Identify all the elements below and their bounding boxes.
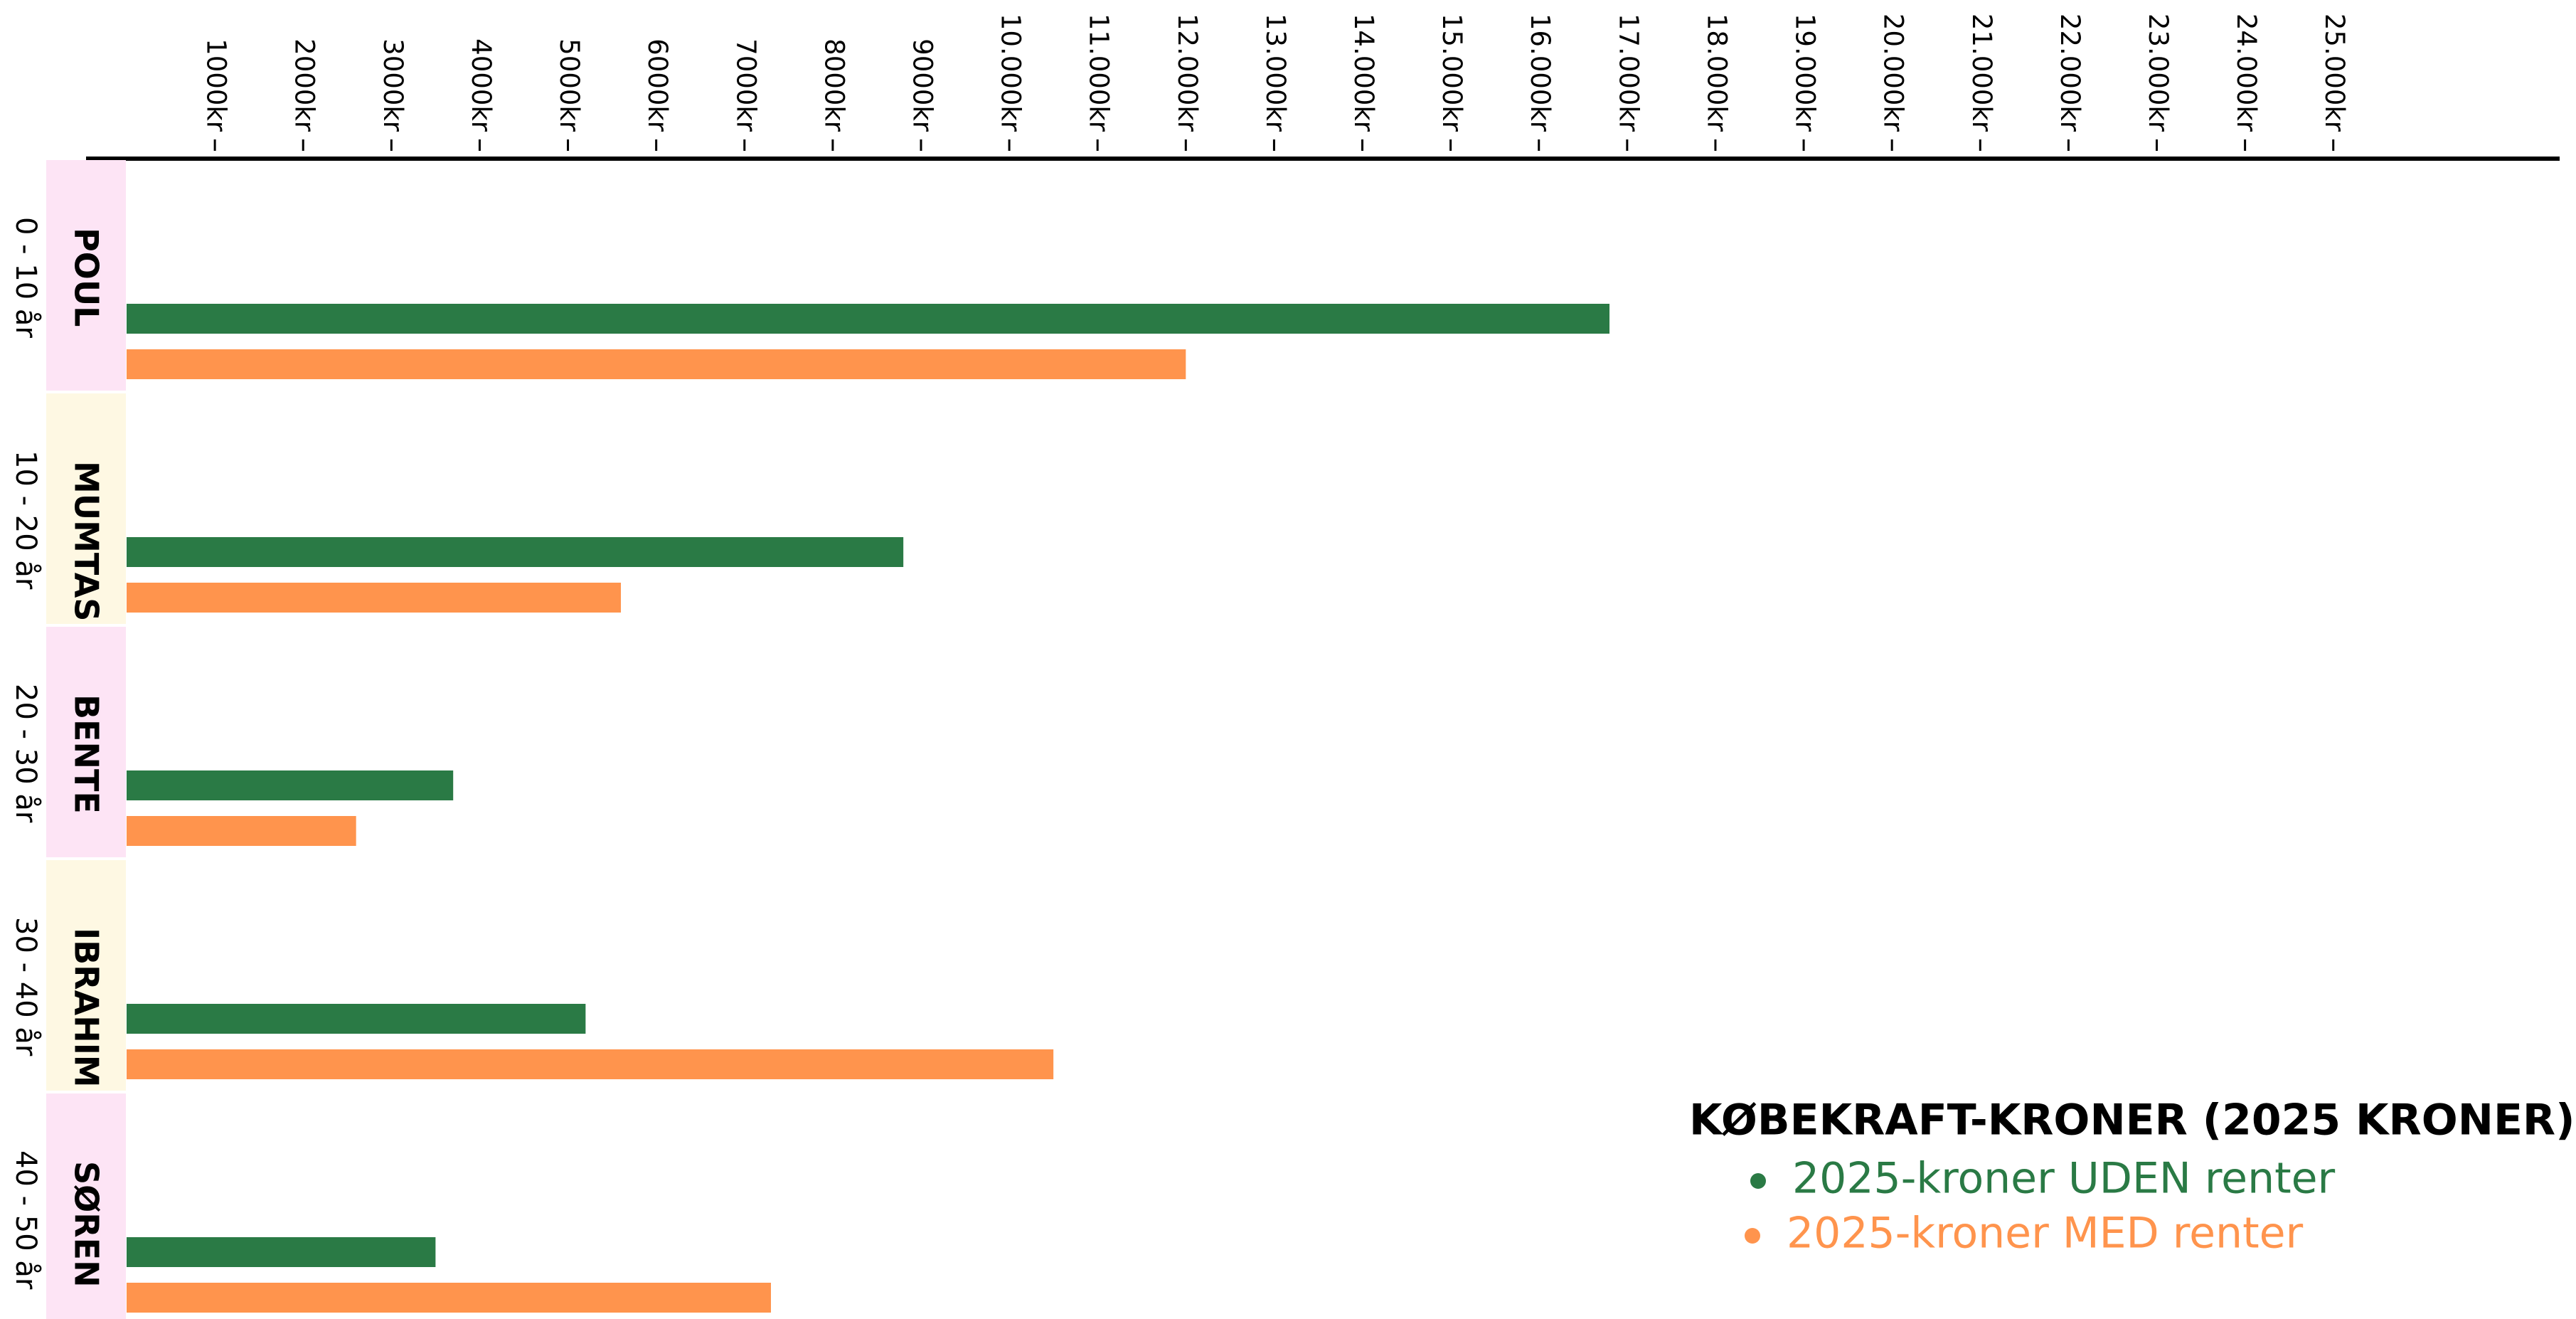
x-tick-label: 14.000kr [1348, 14, 1379, 132]
category-band [46, 860, 126, 1091]
category-sublabel: 10 - 20 år [9, 450, 42, 590]
x-tick-label: 17.000kr [1613, 14, 1644, 132]
x-tick-label: 18.000kr [1701, 14, 1732, 132]
x-tick-label: 7000kr [730, 38, 761, 132]
x-tick-label: 8000kr [819, 38, 849, 132]
legend-label: 2025-kroner MED renter [1787, 1209, 2304, 1259]
x-tick-label: 4000kr [466, 38, 496, 132]
category-band [46, 627, 126, 857]
x-tick-label: 24.000kr [2231, 14, 2262, 132]
x-tick-label: 5000kr [554, 38, 585, 132]
x-tick-label: 10.000kr [996, 14, 1026, 132]
bar [127, 770, 454, 800]
legend-marker [1750, 1173, 1766, 1189]
category-label: SØREN [68, 1161, 106, 1288]
category-band [46, 160, 126, 391]
category-sublabel: 20 - 30 år [9, 684, 42, 823]
x-tick-label: 22.000kr [2055, 14, 2085, 132]
category-label: MUMTAS [68, 461, 106, 621]
category-label: BENTE [68, 694, 106, 814]
x-tick-label: 15.000kr [1437, 14, 1467, 132]
category-sublabel: 40 - 50 år [9, 1150, 42, 1290]
bar [127, 537, 904, 567]
x-tick-label: 9000kr [907, 38, 937, 132]
bar [127, 816, 356, 846]
bar [127, 1049, 1054, 1079]
x-tick-label: 6000kr [642, 38, 673, 132]
bar [127, 304, 1610, 334]
x-tick-label: 25.000kr [2319, 14, 2350, 132]
bar [127, 1004, 586, 1034]
bar [127, 349, 1186, 379]
x-tick-label: 23.000kr [2143, 14, 2173, 132]
bar [127, 1237, 436, 1267]
x-tick-label: 13.000kr [1260, 14, 1291, 132]
x-tick-label: 19.000kr [1790, 14, 1821, 132]
x-tick-label: 11.000kr [1084, 14, 1114, 132]
category-label: POUL [68, 228, 106, 327]
category-sublabel: 0 - 10 år [9, 217, 42, 338]
category-label: IBRAHIM [68, 928, 106, 1088]
x-tick-label: 21.000kr [1966, 14, 1997, 132]
legend-label: 2025-kroner UDEN renter [1792, 1154, 2336, 1204]
bar [127, 583, 622, 613]
x-tick-label: 12.000kr [1172, 14, 1203, 132]
x-tick-label: 20.000kr [1878, 14, 1909, 132]
legend-marker [1745, 1228, 1760, 1244]
x-tick-label: 2000kr [289, 38, 320, 132]
legend-title: KØBEKRAFT-KRONER (2025 KRONER): [1689, 1096, 2576, 1145]
bar [127, 1283, 771, 1313]
x-tick-label: 3000kr [378, 38, 408, 132]
category-sublabel: 30 - 40 år [9, 917, 42, 1056]
x-tick-label: 1000kr [201, 38, 232, 132]
x-tick-label: 16.000kr [1525, 14, 1555, 132]
category-band [46, 1093, 126, 1319]
category-band [46, 393, 126, 624]
